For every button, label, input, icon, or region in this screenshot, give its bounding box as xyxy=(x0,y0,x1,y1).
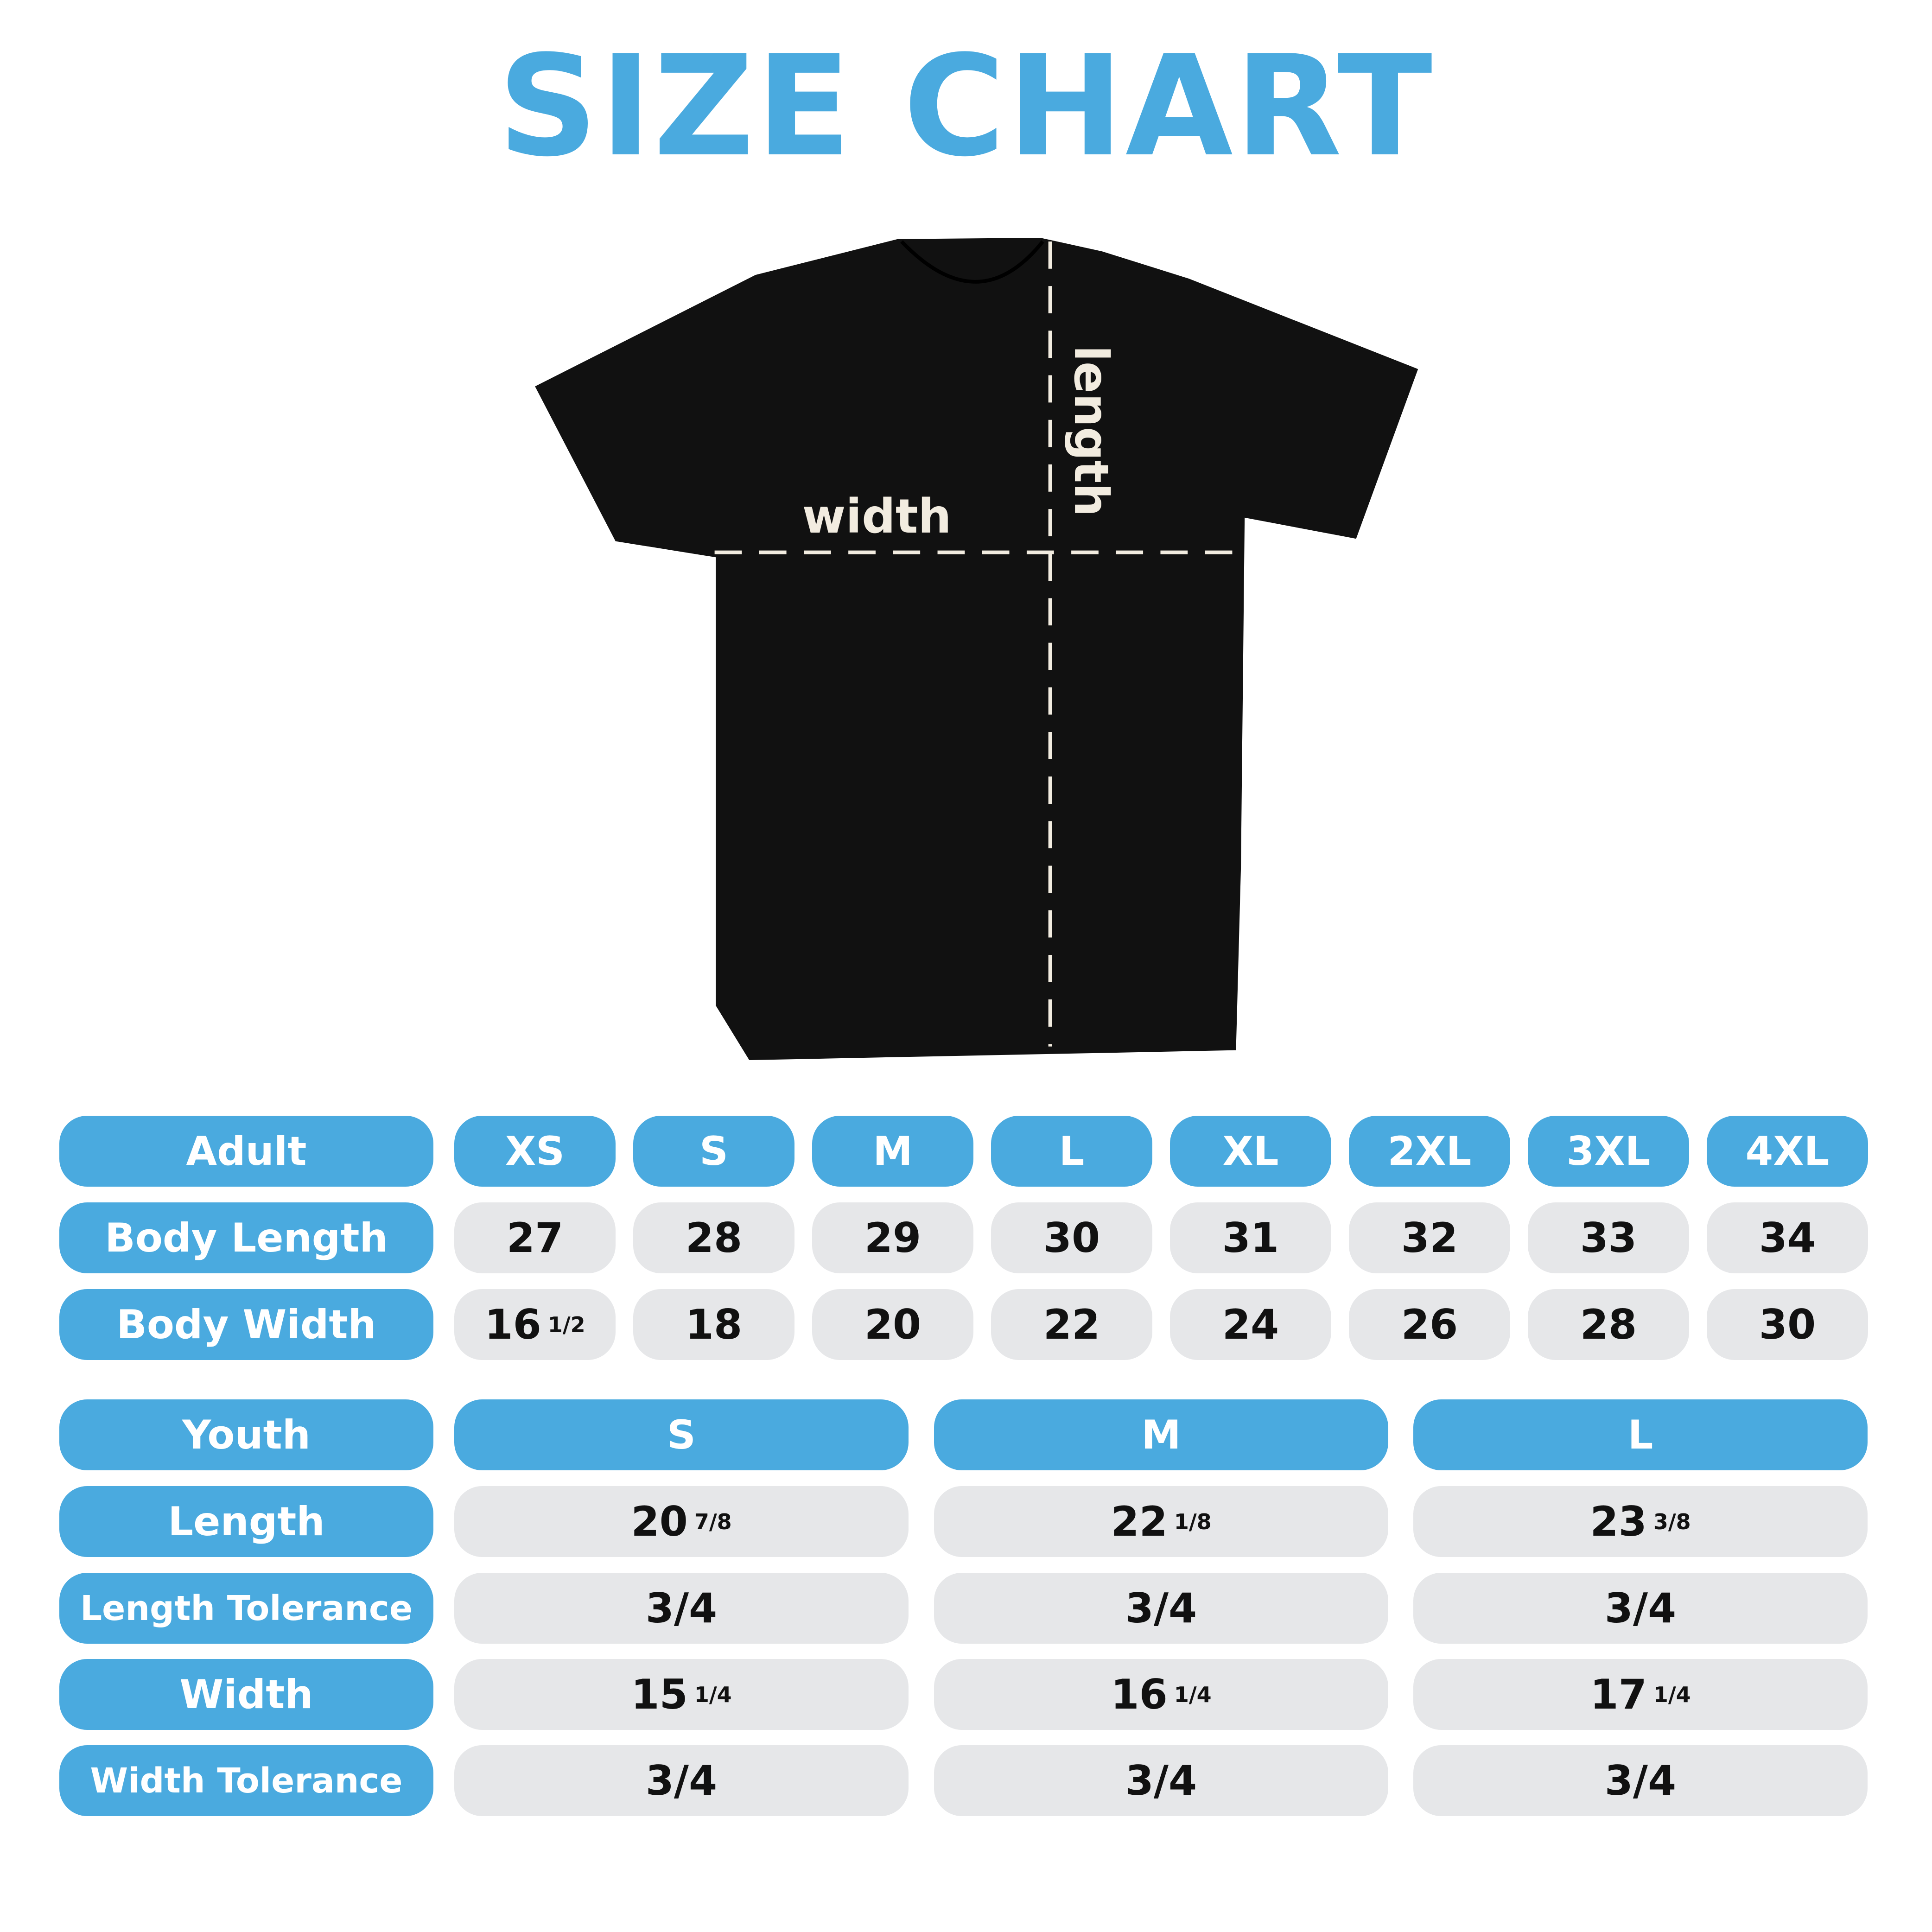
value-whole: 3/4 xyxy=(645,1584,718,1632)
value-cell: 15 1/4 xyxy=(454,1659,909,1730)
value-fraction: 7/8 xyxy=(694,1509,732,1534)
value-whole: 22 xyxy=(1043,1301,1100,1348)
value-cell: 30 xyxy=(991,1202,1152,1273)
value-cell: 3/4 xyxy=(454,1573,909,1644)
value-whole: 29 xyxy=(864,1214,922,1262)
value-whole: 20 xyxy=(864,1301,922,1348)
size-header: M xyxy=(934,1399,1388,1470)
value-cell: 20 7/8 xyxy=(454,1486,909,1557)
value-fraction: 1/4 xyxy=(1653,1682,1691,1707)
value-cell: 22 xyxy=(991,1289,1152,1360)
value-cell: 3/4 xyxy=(934,1745,1388,1816)
value-cell: 16 1/2 xyxy=(454,1289,616,1360)
value-cell: 3/4 xyxy=(1413,1573,1868,1644)
tshirt-shape xyxy=(535,237,1418,1061)
value-cell: 20 xyxy=(812,1289,973,1360)
value-cell: 33 xyxy=(1528,1202,1689,1273)
value-whole: 3/4 xyxy=(1125,1757,1197,1805)
value-cell: 34 xyxy=(1707,1202,1868,1273)
value-whole: 30 xyxy=(1043,1214,1100,1262)
length-label: length xyxy=(1064,345,1119,516)
value-whole: 34 xyxy=(1759,1214,1816,1262)
value-whole: 3/4 xyxy=(1604,1584,1677,1632)
size-header: L xyxy=(1413,1399,1868,1470)
row-label: Width xyxy=(59,1659,433,1730)
size-header: 3XL xyxy=(1528,1116,1689,1187)
youth-header-label: Youth xyxy=(59,1399,433,1470)
width-label: width xyxy=(802,489,952,544)
value-cell: 32 xyxy=(1349,1202,1510,1273)
value-cell: 29 xyxy=(812,1202,973,1273)
value-whole: 24 xyxy=(1222,1301,1279,1348)
size-header: XL xyxy=(1170,1116,1331,1187)
value-whole: 31 xyxy=(1222,1214,1279,1262)
value-cell: 17 1/4 xyxy=(1413,1659,1868,1730)
size-header: M xyxy=(812,1116,973,1187)
value-whole: 20 xyxy=(631,1498,688,1545)
value-whole: 3/4 xyxy=(645,1757,718,1805)
value-cell: 16 1/4 xyxy=(934,1659,1388,1730)
value-cell: 30 xyxy=(1707,1289,1868,1360)
value-fraction: 3/8 xyxy=(1653,1509,1691,1534)
value-whole: 28 xyxy=(685,1214,743,1262)
adult-header-label: Adult xyxy=(59,1116,433,1187)
value-whole: 18 xyxy=(685,1301,743,1348)
value-fraction: 1/4 xyxy=(694,1682,732,1707)
value-whole: 22 xyxy=(1111,1498,1168,1545)
row-label: Body Width xyxy=(59,1289,433,1360)
value-whole: 32 xyxy=(1401,1214,1458,1262)
size-header: 2XL xyxy=(1349,1116,1510,1187)
collar xyxy=(900,240,1044,284)
size-header: XS xyxy=(454,1116,616,1187)
value-cell: 3/4 xyxy=(454,1745,909,1816)
value-whole: 3/4 xyxy=(1604,1757,1677,1805)
row-label: Body Length xyxy=(59,1202,433,1273)
row-label: Width Tolerance xyxy=(59,1745,433,1816)
value-fraction: 1/8 xyxy=(1174,1509,1212,1534)
value-cell: 23 3/8 xyxy=(1413,1486,1868,1557)
value-whole: 27 xyxy=(506,1214,564,1262)
row-label: Length Tolerance xyxy=(59,1573,433,1644)
value-whole: 16 xyxy=(484,1301,541,1348)
value-whole: 28 xyxy=(1580,1301,1637,1348)
value-whole: 23 xyxy=(1590,1498,1647,1545)
value-cell: 28 xyxy=(633,1202,794,1273)
value-cell: 31 xyxy=(1170,1202,1331,1273)
value-cell: 27 xyxy=(454,1202,616,1273)
value-cell: 3/4 xyxy=(934,1573,1388,1644)
value-whole: 15 xyxy=(631,1671,688,1718)
value-whole: 26 xyxy=(1401,1301,1458,1348)
value-whole: 30 xyxy=(1759,1301,1816,1348)
value-cell: 24 xyxy=(1170,1289,1331,1360)
value-whole: 16 xyxy=(1111,1671,1168,1718)
size-header: L xyxy=(991,1116,1152,1187)
row-label: Length xyxy=(59,1486,433,1557)
size-header: S xyxy=(454,1399,909,1470)
value-whole: 33 xyxy=(1580,1214,1637,1262)
value-cell: 18 xyxy=(633,1289,794,1360)
value-whole: 17 xyxy=(1590,1671,1647,1718)
size-header: 4XL xyxy=(1707,1116,1868,1187)
value-cell: 28 xyxy=(1528,1289,1689,1360)
page-title: SIZE CHART xyxy=(497,25,1435,187)
value-whole: 3/4 xyxy=(1125,1584,1197,1632)
size-header: S xyxy=(633,1116,794,1187)
value-fraction: 1/4 xyxy=(1174,1682,1212,1707)
value-cell: 26 xyxy=(1349,1289,1510,1360)
value-fraction: 1/2 xyxy=(547,1312,585,1337)
value-cell: 22 1/8 xyxy=(934,1486,1388,1557)
value-cell: 3/4 xyxy=(1413,1745,1868,1816)
